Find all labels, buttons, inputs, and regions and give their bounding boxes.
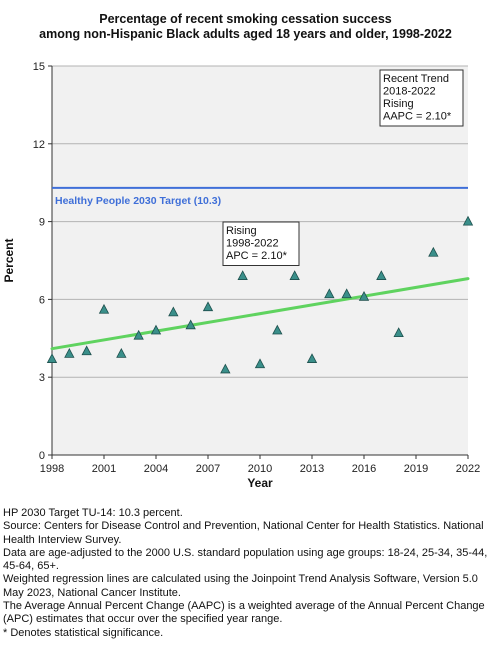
data-point-triangle — [428, 246, 439, 257]
chart-area: 0 3 6 9 12 15 1998 2001 2004 2007 2010 2013 2016 2019… — [2, 61, 480, 490]
footnote-age-adjustment: Data are age-adjusted to the 2000 U.S. s… — [3, 546, 488, 573]
data-point-triangle — [272, 324, 283, 335]
data-point-triangle — [150, 324, 162, 335]
x-tick-label: 2022 — [456, 463, 480, 475]
x-axis-title: Year — [247, 476, 273, 490]
data-point-triangle — [254, 358, 266, 369]
y-tick-label: 12 — [33, 139, 45, 151]
overall-trend-annotation-box — [222, 221, 300, 266]
recent-trend-annotation-text: 2018-2022 — [383, 86, 436, 98]
data-point-triangle — [64, 348, 75, 358]
overall-trend-annotation-text: Rising — [226, 225, 257, 237]
footnotes: HP 2030 Target TU-14: 10.3 percent. Sour… — [3, 507, 489, 640]
trend-line — [50, 277, 470, 351]
data-point-triangle — [202, 301, 214, 312]
recent-trend-annotation-text: Recent Trend — [383, 73, 449, 85]
data-point-triangle — [358, 290, 370, 301]
y-tick-label: 6 — [39, 294, 45, 306]
data-point-triangle — [116, 348, 127, 358]
chart-subtitle: among non-Hispanic Black adults aged 18 … — [39, 27, 452, 41]
footnote-significance: * Denotes statistical significance. — [3, 626, 164, 639]
footnote-regression: Weighted regression lines are calculated… — [3, 573, 478, 599]
data-point-triangle — [376, 270, 387, 280]
y-tick-label: 9 — [39, 217, 45, 229]
footnote-aapc: The Average Annual Percent Change (AAPC)… — [3, 600, 485, 626]
y-tick-label: 0 — [39, 450, 45, 462]
recent-trend-annotation-text: Rising — [383, 98, 414, 110]
data-point-triangle — [341, 288, 352, 299]
data-point-triangle — [46, 353, 58, 363]
x-tick-label: 2016 — [352, 463, 376, 475]
overall-trend-annotation-text: APC = 2.10* — [226, 250, 288, 262]
target-line-label: Healthy People 2030 Target (10.3) — [55, 195, 221, 207]
data-point-triangle — [185, 319, 196, 330]
x-tick-label: 2010 — [248, 463, 272, 475]
data-point-triangle — [306, 353, 318, 363]
x-tick-label: 2007 — [196, 463, 220, 475]
x-tick-label: 2001 — [92, 463, 116, 475]
footnote-target: HP 2030 Target TU-14: 10.3 percent. — [3, 507, 183, 519]
data-point-triangle — [289, 270, 300, 280]
data-point-triangle — [462, 215, 474, 226]
data-point-triangle — [98, 303, 110, 314]
data-point-triangle — [81, 345, 92, 356]
recent-trend-annotation-box — [379, 69, 464, 127]
recent-trend-annotation-text: AAPC = 2.10* — [383, 111, 452, 123]
y-tick-label: 15 — [33, 61, 45, 73]
data-point-triangle — [133, 329, 144, 340]
x-tick-label: 2013 — [300, 463, 324, 475]
x-tick-label: 1998 — [40, 463, 64, 475]
data-point-triangle — [168, 306, 179, 317]
data-point-triangle — [220, 363, 231, 374]
footnote-source: Source: Centers for Disease Control and … — [3, 520, 484, 546]
chart-title: Percentage of recent smoking cessation s… — [99, 12, 392, 26]
data-point-triangle — [324, 288, 335, 299]
x-tick-label: 2019 — [404, 463, 428, 475]
y-axis-title: Percent — [2, 238, 16, 282]
y-tick-label: 3 — [39, 372, 45, 384]
overall-trend-annotation-text: 1998-2022 — [226, 238, 279, 250]
data-point-triangle — [237, 270, 248, 280]
data-point-triangle — [393, 327, 404, 338]
x-tick-label: 2004 — [144, 463, 168, 475]
